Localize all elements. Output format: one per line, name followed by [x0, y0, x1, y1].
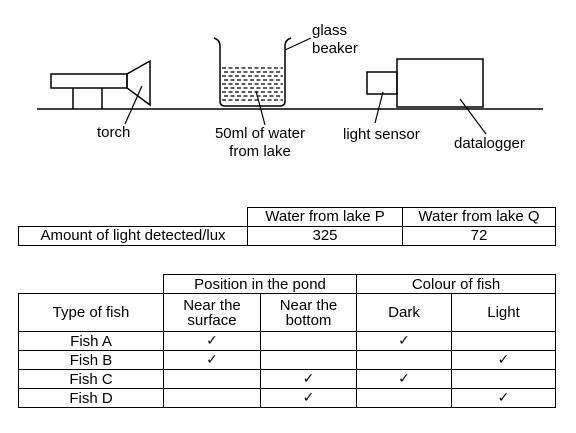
cell-light: [451, 331, 556, 351]
header-dark: Dark: [356, 293, 452, 332]
sensor-drawing: [366, 58, 484, 108]
water-pointer: [255, 90, 266, 126]
cell-near-bottom: ✓: [260, 388, 357, 408]
sensor-pointer: [374, 91, 384, 124]
beaker-drawing: [213, 37, 292, 107]
beaker-pointer: [284, 37, 312, 51]
fish-table: Position in the pond Colour of fish Type…: [18, 274, 556, 408]
header-light: Light: [451, 293, 556, 332]
table-header-row: Water from lake P Water from lake Q: [18, 207, 556, 227]
group-header-position: Position in the pond: [163, 274, 357, 294]
row-label-light: Amount of light detected/lux: [18, 226, 248, 246]
datalogger-pointer: [459, 98, 487, 135]
header-near-bottom: Near the bottom: [260, 293, 357, 332]
fish-name: Fish A: [18, 331, 164, 351]
column-header-row: Type of fish Near the surface Near the b…: [18, 293, 556, 332]
cell-near-surface: [163, 369, 261, 389]
label-torch: torch: [97, 124, 131, 141]
header-type-of-fish: Type of fish: [18, 293, 164, 332]
header-lake-q: Water from lake Q: [402, 207, 556, 227]
value-lake-q: 72: [402, 226, 556, 246]
blank-cell: [18, 207, 248, 227]
torch-drawing: [50, 59, 151, 109]
label-datalogger: datalogger: [454, 135, 525, 152]
label-glass-beaker: glass beaker: [312, 22, 358, 57]
cell-dark: [356, 388, 452, 408]
cell-near-bottom: ✓: [260, 369, 357, 389]
table-row: Fish D ✓ ✓: [18, 388, 556, 408]
label-water-sample: 50ml of water from lake: [214, 125, 306, 160]
header-near-surface: Near the surface: [163, 293, 261, 332]
fish-name: Fish B: [18, 350, 164, 370]
cell-light: ✓: [451, 350, 556, 370]
light-detection-table: Water from lake P Water from lake Q Amou…: [18, 207, 556, 246]
value-lake-p: 325: [247, 226, 403, 246]
torch-pointer: [124, 85, 143, 125]
label-light-sensor: light sensor: [343, 126, 420, 143]
fish-name: Fish D: [18, 388, 164, 408]
table-row: Fish A ✓ ✓: [18, 331, 556, 351]
table-row: Amount of light detected/lux 325 72: [18, 226, 556, 246]
table-row: Fish C ✓ ✓: [18, 369, 556, 389]
table-row: Fish B ✓ ✓: [18, 350, 556, 370]
apparatus-diagram: [37, 37, 543, 135]
cell-near-surface: ✓: [163, 350, 261, 370]
cell-dark: ✓: [356, 369, 452, 389]
cell-near-surface: ✓: [163, 331, 261, 351]
cell-light: [451, 369, 556, 389]
header-lake-p: Water from lake P: [247, 207, 403, 227]
group-header-row: Position in the pond Colour of fish: [18, 274, 556, 294]
cell-dark: [356, 350, 452, 370]
cell-dark: ✓: [356, 331, 452, 351]
blank-cell: [18, 274, 164, 294]
cell-near-bottom: [260, 350, 357, 370]
cell-near-surface: [163, 388, 261, 408]
cell-light: ✓: [451, 388, 556, 408]
cell-near-bottom: [260, 331, 357, 351]
fish-name: Fish C: [18, 369, 164, 389]
water-surface: [222, 67, 283, 101]
group-header-colour: Colour of fish: [356, 274, 556, 294]
